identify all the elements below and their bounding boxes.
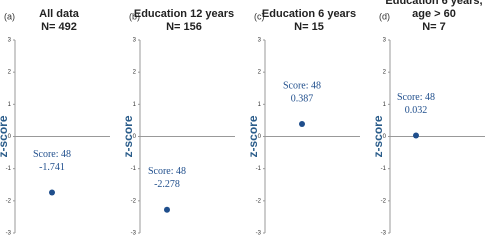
y-tick-label: -2 (256, 198, 262, 204)
y-tick-label: -1 (6, 166, 12, 172)
y-tick-label: -1 (131, 166, 137, 172)
title-block: Education 6 years, age > 60 N= 7 (384, 0, 484, 34)
title-block: Education 12 years N= 156 (119, 8, 249, 34)
chart-subtitle: N= 156 (166, 21, 202, 33)
point (413, 132, 419, 139)
data-label: -1.741 (39, 162, 65, 173)
y-tick-label: 2 (8, 70, 12, 76)
y-tick-label: -2 (131, 198, 137, 204)
chart-title: Education 6 years, age > 60 (385, 0, 483, 20)
chart-subtitle: N= 7 (422, 21, 446, 33)
chart-subtitle: N= 492 (41, 21, 77, 33)
y-tick-label: 3 (8, 38, 12, 44)
y-tick-label: 2 (133, 70, 137, 76)
y-tick-label: 3 (133, 38, 137, 44)
panel-label: (c) (254, 11, 265, 21)
chart-subtitle: N= 15 (294, 21, 324, 33)
y-tick-label: -2 (6, 198, 12, 204)
y-axis-label: z-score (0, 115, 10, 157)
y-tick-label: -3 (256, 231, 262, 237)
y-tick-label: 0 (383, 134, 387, 140)
panel-label: (d) (379, 11, 390, 21)
annotation: Score: 48 (148, 166, 186, 177)
panel-label: (a) (4, 11, 15, 21)
chart-title: Education 6 years (261, 8, 357, 20)
y-tick-label: -2 (381, 198, 387, 204)
point (164, 206, 170, 213)
data-label: 0.032 (405, 105, 428, 116)
y-tick-label: -1 (256, 166, 262, 172)
y-tick-label: 2 (383, 70, 387, 76)
y-tick-label: 0 (8, 134, 12, 140)
point (299, 121, 305, 128)
y-tick-label: 2 (258, 70, 262, 76)
panel-label: (b) (129, 11, 140, 21)
y-tick-label: 3 (258, 38, 262, 44)
data-label: -2.278 (154, 179, 180, 190)
y-tick-label: -3 (131, 231, 137, 237)
annotation: Score: 48 (283, 80, 321, 91)
y-tick-label: 1 (383, 102, 387, 108)
annotation: Score: 48 (397, 92, 435, 103)
title-block: All data N= 492 (4, 8, 114, 34)
y-tick-label: -3 (6, 231, 12, 237)
y-tick-label: 0 (133, 134, 137, 140)
title-block: Education 6 years N= 15 (249, 8, 369, 34)
y-tick-label: -3 (381, 231, 387, 237)
y-tick-label: 3 (383, 38, 387, 44)
chart-title: All data (39, 8, 79, 20)
annotation: Score: 48 (33, 149, 71, 160)
y-tick-label: 1 (133, 102, 137, 108)
y-tick-label: 1 (8, 102, 12, 108)
y-axis-label: z-score (246, 115, 260, 157)
y-axis-label: z-score (371, 115, 385, 157)
y-tick-label: -1 (381, 166, 387, 172)
chart-title: Education 12 years (133, 8, 235, 20)
y-axis-label: z-score (121, 115, 135, 157)
point (49, 189, 55, 196)
data-label: 0.387 (291, 93, 314, 104)
y-tick-label: 0 (258, 134, 262, 140)
y-tick-label: 1 (258, 102, 262, 108)
